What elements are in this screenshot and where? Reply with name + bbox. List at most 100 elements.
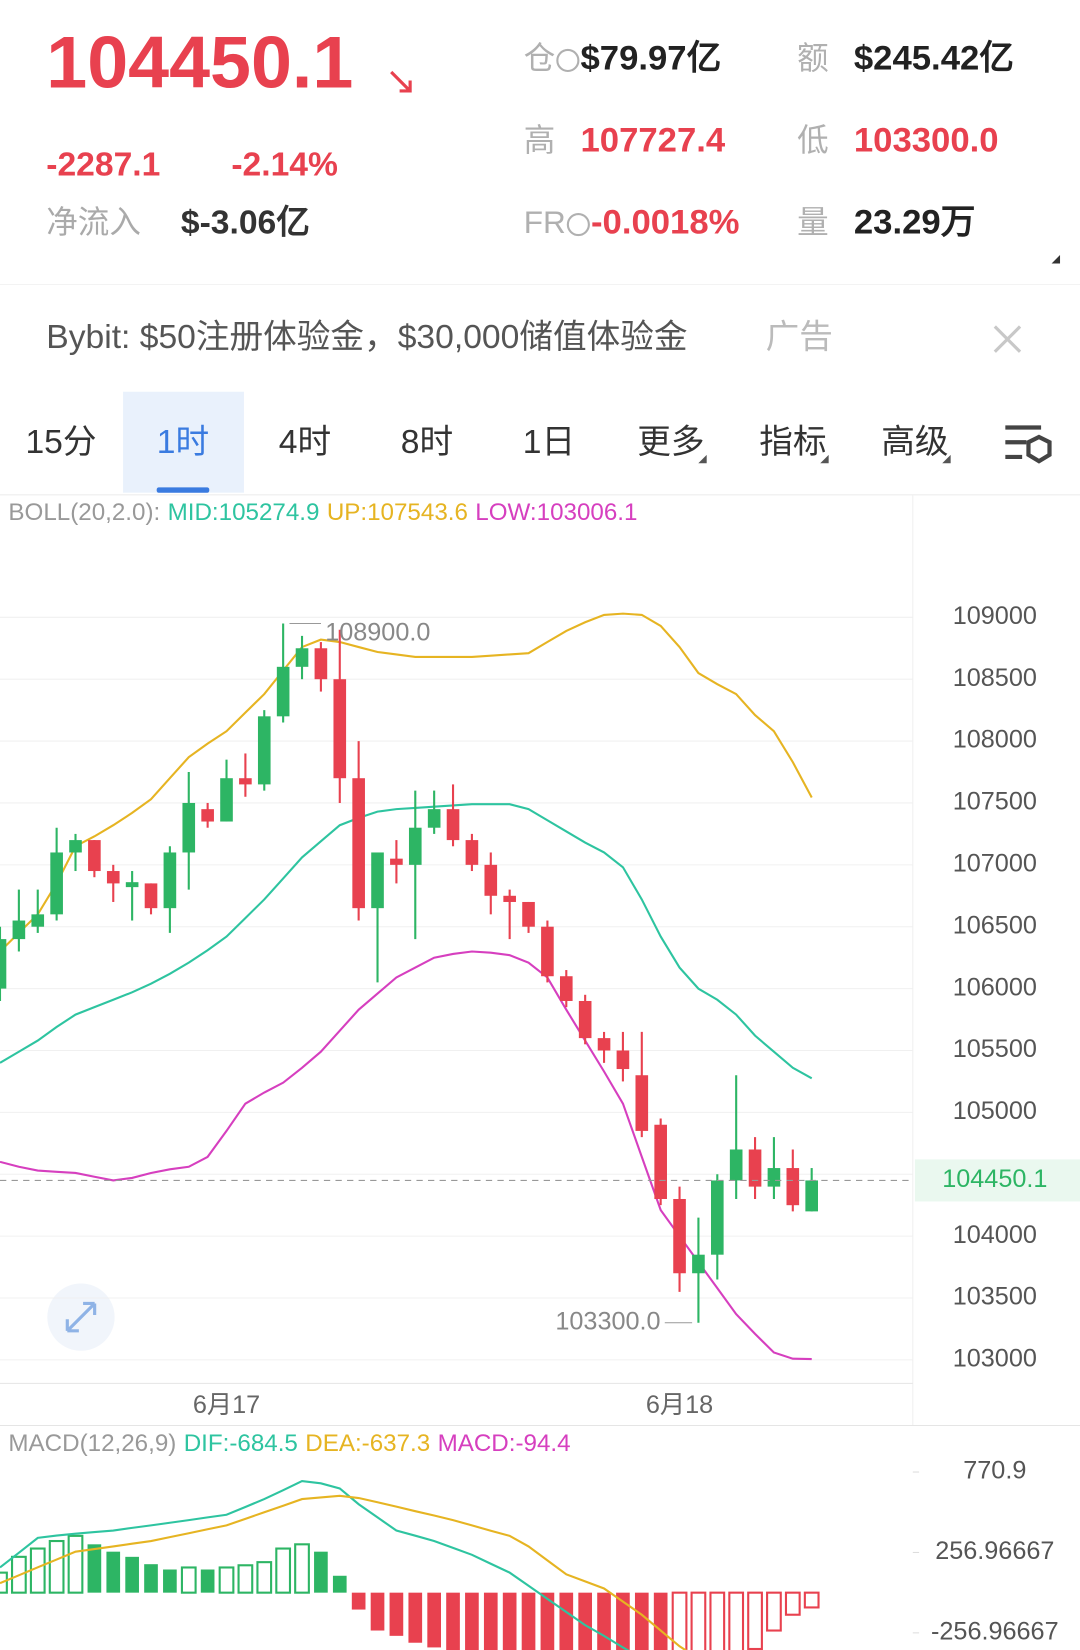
tab-label: 4时 (279, 424, 331, 461)
macd-bar (728, 1591, 745, 1650)
stat-value: 103300.0 (854, 122, 999, 160)
last-price-label: 104450.1 (942, 1165, 1047, 1193)
candle-body (729, 1149, 743, 1181)
candle-body (12, 920, 26, 940)
y-tick-label: 104000 (953, 1221, 1037, 1249)
info-icon (566, 212, 590, 237)
candle-body (371, 852, 384, 909)
indicator-line (0, 612, 813, 953)
info-icon (556, 48, 580, 73)
tab[interactable]: 高级 (881, 423, 951, 464)
stat-label: FR (524, 204, 566, 240)
macd-bar (690, 1591, 707, 1650)
dropdown-mark (942, 454, 951, 464)
close-button[interactable] (993, 325, 1022, 353)
candle-body (786, 1168, 800, 1206)
stat-value: $79.97亿 (580, 39, 721, 78)
y-tick-label: 105500 (953, 1035, 1037, 1063)
stat-label: 高 (524, 122, 556, 158)
stat-label: 量 (797, 204, 829, 240)
tab-highlight (123, 391, 244, 493)
down-arrow (390, 70, 412, 93)
stat-value: -0.0018% (591, 204, 739, 242)
candle-body (635, 1075, 649, 1131)
y-tick-label: 106500 (953, 911, 1037, 939)
stat-value: 107727.4 (580, 122, 725, 160)
tab[interactable]: 4时 (279, 424, 331, 461)
candle-body (748, 1149, 762, 1187)
candle-body (144, 883, 158, 909)
candle-body (692, 1254, 705, 1274)
candle-body (616, 1050, 630, 1070)
macd-bar (332, 1575, 347, 1593)
candle-body (50, 852, 63, 915)
macd-bar (521, 1592, 536, 1650)
candle-body (805, 1180, 818, 1212)
indicator-line (0, 803, 813, 1080)
y-tick-label: 108500 (953, 664, 1037, 692)
macd-bar (314, 1551, 328, 1593)
settings-icon[interactable] (1005, 425, 1052, 464)
macd-bar (275, 1547, 292, 1594)
tab[interactable]: 15分 (25, 424, 96, 461)
indicator-line (0, 1480, 630, 1650)
change-pct: -2.14% (231, 147, 338, 184)
candle-body (522, 901, 535, 927)
y-tick-label: 103000 (953, 1345, 1037, 1373)
candle-body (163, 852, 177, 909)
macd-bar (218, 1566, 235, 1594)
candle-body (408, 827, 422, 865)
macd-bar (465, 1592, 479, 1650)
candle-body (88, 840, 101, 872)
macd-bar (48, 1539, 65, 1594)
y-tick-label: 109000 (953, 602, 1037, 630)
y-tick-label: 770.9 (963, 1457, 1026, 1485)
legend-label: UP:107543.6 (327, 499, 468, 526)
candle-body (201, 809, 214, 822)
candle-body (465, 840, 479, 865)
macd-bar (389, 1592, 404, 1636)
tab[interactable]: 8时 (401, 424, 453, 461)
tab-label: 更多 (637, 423, 704, 461)
legend-label: BOLL(20,2.0): (8, 499, 160, 526)
legend-label: LOW:103006.1 (475, 499, 637, 526)
candle-body (541, 926, 554, 977)
ad-tag: 广告 (766, 318, 833, 356)
dropdown-mark (820, 454, 829, 464)
macd-bar (446, 1592, 460, 1650)
macd-bar (29, 1547, 46, 1594)
candle-body (220, 778, 233, 822)
candle-body (597, 1038, 611, 1051)
legend-label: MID:105274.9 (168, 499, 320, 526)
macd-bar (87, 1544, 102, 1593)
macd-bar (540, 1592, 555, 1650)
expand-icon (65, 1301, 97, 1333)
tab[interactable]: 更多 (637, 423, 707, 464)
legend-label: MACD:-94.4 (438, 1430, 571, 1457)
macd-bar (634, 1592, 649, 1650)
change: -2287.1 (46, 147, 160, 184)
candle-body (427, 809, 441, 828)
stat-value: $245.42亿 (854, 39, 1014, 78)
stat-label: 低 (797, 122, 829, 158)
candle-body (276, 666, 290, 717)
macd-bar (237, 1564, 254, 1594)
tab[interactable]: 1日 (523, 424, 575, 461)
tab-label: 8时 (401, 424, 453, 461)
expand-button[interactable] (47, 1283, 115, 1351)
candle-body (503, 895, 516, 902)
ad-text[interactable]: Bybit: $50注册体验金，$30,000储值体验金 (46, 318, 687, 356)
tab[interactable]: 指标 (759, 423, 829, 464)
tab-label: 1日 (523, 424, 575, 461)
tab-label: 1时 (157, 424, 209, 461)
tab-label: 指标 (759, 423, 826, 461)
macd-bar (483, 1592, 498, 1650)
stat-label: 额 (797, 40, 829, 76)
candle-body (295, 648, 309, 667)
candle-body (257, 716, 271, 785)
tab[interactable]: 1时 (123, 391, 244, 493)
macd-bar (351, 1592, 366, 1610)
y-tick-label: 105000 (953, 1097, 1037, 1125)
